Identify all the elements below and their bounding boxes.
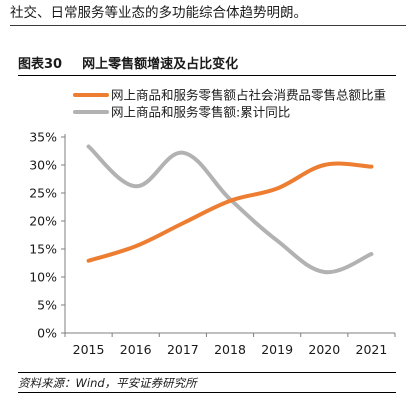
x-tick-label: 2017 [167,342,199,357]
y-tick-label: 35% [29,130,57,145]
x-tick-label: 2015 [73,342,105,357]
figure-header: 图表30 网上零售额增速及占比变化 [18,55,396,76]
x-tick-label: 2016 [120,342,152,357]
y-tick-label: 5% [37,298,57,313]
x-axis: 2015 2016 2017 2018 2019 2020 2021 [64,332,396,357]
legend-label-share: 网上商品和服务零售额占社会消费品零售总额比重 [111,88,386,103]
intro-text: 社交、日常服务等业态的多功能综合体趋势明朗。 [10,3,406,26]
y-tick-label: 0% [37,326,57,341]
y-tick-label: 10% [29,270,57,285]
x-tick-label: 2021 [356,342,388,357]
legend: 网上商品和服务零售额占社会消费品零售总额比重 网上商品和服务零售额:累计同比 [73,88,386,120]
plot-series [86,144,374,275]
figure-number: 图表30 [18,57,63,72]
y-axis: 0% 5% 10% 15% 20% 25% 30% 35% [29,130,66,341]
figure-source: 资料来源：Wind，平安证券研究所 [18,372,396,391]
y-tick-label: 25% [29,186,57,201]
x-tick-label: 2019 [261,342,293,357]
series-line-share [86,161,374,263]
figure-title: 网上零售额增速及占比变化 [82,57,239,72]
x-tick-label: 2018 [214,342,246,357]
x-tick-label: 2020 [308,342,340,357]
bottom-rule [18,392,396,393]
y-tick-label: 30% [29,158,57,173]
y-tick-label: 15% [29,242,57,257]
legend-label-growth: 网上商品和服务零售额:累计同比 [111,105,290,120]
y-tick-label: 20% [29,214,57,229]
